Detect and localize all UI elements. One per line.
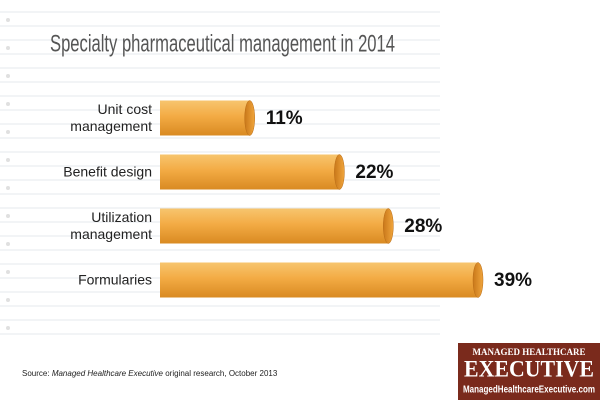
- bar-cap: [472, 262, 484, 298]
- paper-hole: [6, 186, 10, 190]
- logo-name: EXECUTIVE: [464, 356, 594, 381]
- source: Source: Managed Healthcare Executive ori…: [22, 369, 278, 378]
- logo-box: [458, 343, 600, 400]
- paper-hole: [6, 18, 10, 22]
- bar: [160, 100, 250, 136]
- paper-hole: [6, 298, 10, 302]
- value-label: 11%: [266, 108, 303, 129]
- bar: [160, 262, 478, 298]
- category-label: Formularies: [78, 271, 152, 288]
- paper-hole: [6, 242, 10, 246]
- source-text: original research, October 2013: [165, 369, 278, 378]
- logo-top: MANAGED HEALTHCARE: [473, 347, 586, 357]
- source-publication: Managed Healthcare Executive: [52, 369, 164, 378]
- paper-hole: [6, 74, 10, 78]
- chart-title: Specialty pharmaceutical management in 2…: [50, 30, 395, 57]
- value-label: 28%: [404, 216, 442, 237]
- bar: [160, 208, 389, 244]
- bar-cap: [244, 100, 255, 136]
- category-label: Benefit design: [63, 163, 152, 180]
- paper-hole: [6, 214, 10, 218]
- paper-hole: [6, 46, 10, 50]
- source-label: Source:: [22, 369, 50, 378]
- paper-hole: [6, 158, 10, 162]
- category-label: Utilization management: [70, 209, 152, 242]
- paper-hole: [6, 102, 10, 106]
- bar: [160, 154, 340, 190]
- value-label: 39%: [494, 270, 532, 291]
- paper-hole: [6, 270, 10, 274]
- bar-cap: [334, 154, 345, 190]
- bar-cap: [383, 208, 394, 244]
- logo-url: ManagedHealthcareExecutive.com: [463, 385, 595, 396]
- paper-hole: [6, 326, 10, 330]
- paper-hole: [6, 130, 10, 134]
- value-label: 22%: [355, 162, 393, 183]
- category-label: Unit cost management: [70, 101, 152, 134]
